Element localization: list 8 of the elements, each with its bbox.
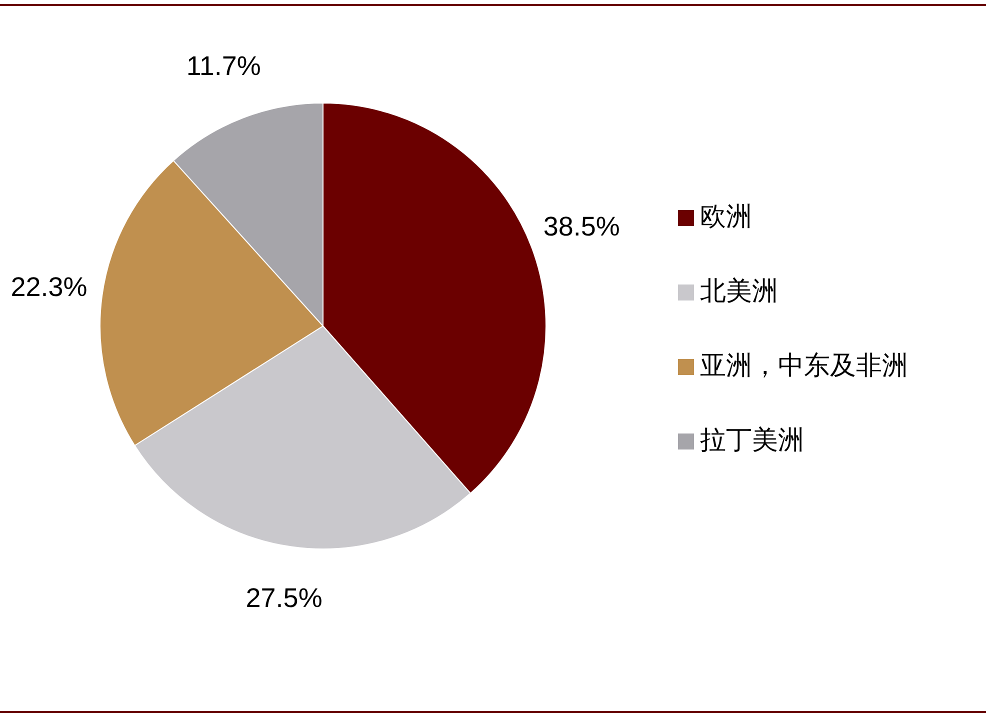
legend-label: 亚洲，中东及非洲 — [700, 351, 908, 382]
data-label: 22.3% — [10, 272, 88, 302]
data-label: 38.5% — [543, 211, 620, 242]
legend-label: 拉丁美洲 — [700, 426, 804, 456]
data-label: 27.5% — [246, 582, 322, 613]
legend-label: 北美洲 — [700, 276, 778, 307]
legend-label: 欧洲 — [700, 202, 752, 232]
data-label: 11.7% — [186, 51, 261, 82]
